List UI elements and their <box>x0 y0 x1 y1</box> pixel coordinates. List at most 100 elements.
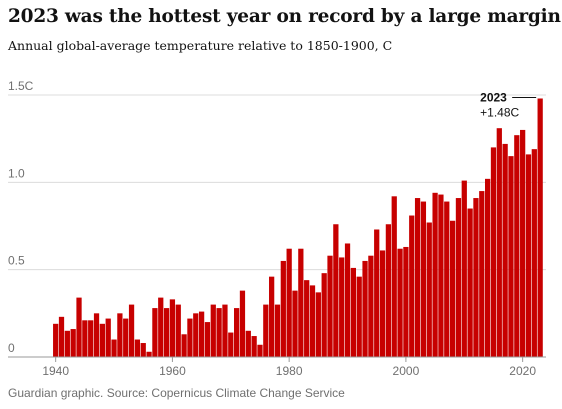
bar-1990 <box>344 243 351 357</box>
bar-1983 <box>304 280 310 357</box>
bar-2014 <box>485 178 491 357</box>
bar-1997 <box>385 224 392 357</box>
bar-1955 <box>140 343 146 357</box>
x-tick-label: 1980 <box>276 364 303 378</box>
annotation-value-label: +1.48C <box>480 105 519 119</box>
bar-1989 <box>339 257 345 357</box>
annotation-year-label: 2023 <box>480 90 507 104</box>
bar-1964 <box>193 313 199 357</box>
bar-1972 <box>239 290 246 357</box>
bar-2006 <box>438 194 444 357</box>
bar-1961 <box>175 304 181 357</box>
bar-1951 <box>117 313 123 357</box>
bar-2009 <box>455 198 462 357</box>
bar-1949 <box>105 318 111 357</box>
bar-1969 <box>222 304 228 357</box>
bar-1954 <box>134 339 141 357</box>
bar-2018 <box>508 156 514 357</box>
bar-2007 <box>444 201 450 357</box>
bar-1979 <box>280 260 286 357</box>
bar-1982 <box>298 248 304 357</box>
bar-1999 <box>397 248 403 357</box>
bar-2003 <box>420 201 427 357</box>
bar-1957 <box>152 308 158 357</box>
bar-2008 <box>449 220 456 357</box>
bar-1942 <box>64 330 70 357</box>
bar-2017 <box>502 143 508 357</box>
bar-1995 <box>374 229 380 357</box>
annotation-2023: 2023+1.48C <box>480 90 537 119</box>
bar-1958 <box>158 297 164 357</box>
bar-1959 <box>163 308 170 357</box>
bar-1960 <box>169 299 176 357</box>
bar-1952 <box>123 318 129 357</box>
bar-1984 <box>309 285 316 357</box>
bar-2022 <box>531 149 537 357</box>
bar-2011 <box>467 208 473 357</box>
bar-1970 <box>228 332 234 357</box>
bar-1956 <box>146 351 152 357</box>
x-axis-labels: 1940 1960 1980 2000 2020 <box>42 357 536 378</box>
bar-1971 <box>234 308 240 357</box>
bar-chart: 0 0.5 1.0 1.5C 1940 1960 1980 2000 2020 2023+1.… <box>8 79 546 378</box>
x-tick-label: 2000 <box>393 364 420 378</box>
bar-1966 <box>204 322 211 357</box>
bar-2020 <box>520 129 526 357</box>
bar-1978 <box>274 304 281 357</box>
bar-2005 <box>432 192 438 357</box>
bar-1973 <box>245 330 251 357</box>
bar-1994 <box>368 255 374 357</box>
chart-subtitle: Annual global-average temperature relati… <box>8 38 393 53</box>
bar-1943 <box>70 329 76 357</box>
y-tick-label: 1.0 <box>8 166 25 180</box>
bar-1944 <box>76 297 82 357</box>
x-tick-label: 1940 <box>42 364 69 378</box>
bar-1986 <box>321 273 327 357</box>
bar-2023 <box>537 98 543 358</box>
x-tick-label: 1960 <box>159 364 186 378</box>
y-tick-label: 0.5 <box>8 254 25 268</box>
bar-2001 <box>409 215 415 357</box>
chart-title: 2023 was the hottest year on record by a… <box>8 6 561 27</box>
bar-1948 <box>99 323 105 357</box>
y-tick-label: 0 <box>8 341 15 355</box>
bar-2016 <box>496 128 502 357</box>
bar-1988 <box>333 224 339 357</box>
bar-2004 <box>426 222 432 357</box>
bar-2021 <box>525 154 532 357</box>
bar-1947 <box>93 313 100 357</box>
bar-1987 <box>327 255 333 357</box>
bar-1950 <box>111 339 117 357</box>
bar-1980 <box>286 248 292 357</box>
bar-1963 <box>187 318 193 357</box>
bar-2000 <box>403 246 409 357</box>
bar-1985 <box>315 292 321 357</box>
bar-1977 <box>269 276 275 357</box>
bar-1962 <box>181 334 187 357</box>
bar-2002 <box>414 198 421 357</box>
bar-1940 <box>53 323 59 357</box>
bar-1993 <box>362 260 368 357</box>
source-footer: Guardian graphic. Source: Copernicus Cli… <box>8 386 345 400</box>
bar-1976 <box>263 304 269 357</box>
bar-1996 <box>379 250 386 357</box>
bar-2019 <box>514 135 520 357</box>
bar-2015 <box>490 147 497 357</box>
bars <box>53 98 543 358</box>
bar-1992 <box>356 276 362 357</box>
bar-1967 <box>210 304 216 357</box>
x-tick-label: 2020 <box>509 364 536 378</box>
bar-1975 <box>257 344 263 357</box>
bar-1991 <box>350 267 356 357</box>
bar-1981 <box>292 290 298 357</box>
y-tick-label: 1.5C <box>8 79 34 93</box>
bar-1941 <box>58 316 65 357</box>
bar-2010 <box>461 180 467 357</box>
bar-1974 <box>251 336 257 357</box>
bar-1946 <box>88 320 94 357</box>
bar-2013 <box>479 191 485 357</box>
bar-1968 <box>216 308 222 357</box>
y-axis-labels: 0 0.5 1.0 1.5C <box>8 79 34 355</box>
bar-1998 <box>391 196 397 357</box>
bar-1945 <box>82 320 88 357</box>
